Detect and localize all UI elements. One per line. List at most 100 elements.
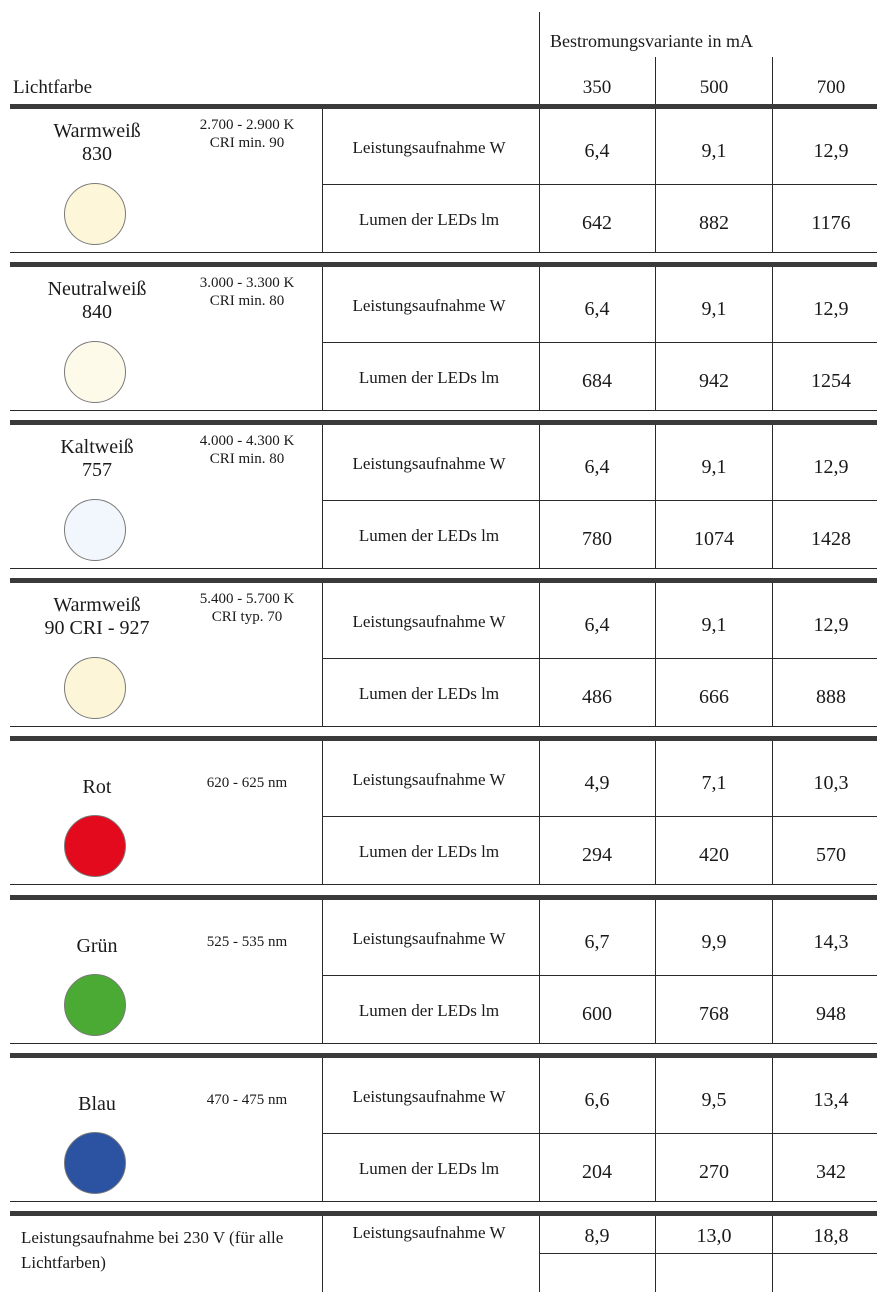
group-6-col-divider-1 [539,1058,540,1201]
group-4-bottom-rule [10,884,877,885]
group-6-col-divider-0 [322,1058,323,1201]
group-5-col-divider-3 [772,900,773,1043]
group-6-bottom-rule [10,1201,877,1202]
group-5-col-divider-0 [322,900,323,1043]
group-0-color-name: Warmweiß [53,120,141,142]
group-0-col-divider-0 [322,109,323,252]
group-6-power-value-0: 6,6 [584,1089,610,1111]
group-3-power-label: Leistungsaufnahme W [352,612,506,631]
group-2-power-value-2: 12,9 [813,456,849,478]
group-3-color-swatch [64,657,126,719]
group-0-top-rule [10,104,877,109]
group-6-power-label: Leistungsaufnahme W [352,1087,506,1106]
group-0-bottom-rule [10,252,877,253]
group-0-col-divider-2 [655,109,656,252]
group-2-col-divider-1 [539,425,540,568]
group-2-power-label: Leistungsaufnahme W [352,454,506,473]
group-2-color-name: Kaltweiß [60,436,134,458]
group-5-col-divider-1 [539,900,540,1043]
group-2-lumen-value-0: 780 [582,528,612,550]
group-0-lumen-label: Lumen der LEDs lm [358,210,500,229]
group-3-power-value-1: 9,1 [701,614,727,636]
group-3-col-divider-3 [772,583,773,726]
group-5-spec-primary: 525 - 535 nm [206,934,288,950]
group-6-spec-primary: 470 - 475 nm [206,1092,288,1108]
group-1-bottom-rule [10,410,877,411]
group-4-power-value-2: 10,3 [813,772,849,794]
group-0-mid-rule [322,184,877,185]
group-1-col-divider-0 [322,267,323,410]
group-1-lumen-value-0: 684 [582,370,612,392]
group-6-lumen-value-2: 342 [816,1161,846,1183]
footer-col-divider-0 [322,1216,323,1292]
group-0-color-swatch [64,183,126,245]
group-2-col-divider-3 [772,425,773,568]
group-1-spec-primary: 3.000 - 3.300 K [199,275,295,291]
group-2-power-value-0: 6,4 [584,456,610,478]
header-col-divider-2 [772,57,773,107]
group-0-power-value-0: 6,4 [584,140,610,162]
group-4-lumen-value-0: 294 [582,844,612,866]
group-1-power-value-0: 6,4 [584,298,610,320]
footer-value-2: 18,8 [813,1225,849,1247]
group-3-power-value-2: 12,9 [813,614,849,636]
group-3-mid-rule [322,658,877,659]
group-5-lumen-value-0: 600 [582,1003,612,1025]
group-5-color-name: Grün [76,935,118,957]
group-0-lumen-value-2: 1176 [811,212,851,234]
group-4-spec-primary: 620 - 625 nm [206,775,288,791]
group-6-lumen-value-0: 204 [582,1161,612,1183]
footer-value-rule [539,1253,877,1254]
group-6-col-divider-2 [655,1058,656,1201]
group-1-lumen-value-2: 1254 [811,370,851,392]
group-4-color-swatch [64,815,126,877]
group-6-power-value-2: 13,4 [813,1089,849,1111]
group-0-lumen-value-1: 882 [699,212,729,234]
group-2-top-rule [10,420,877,425]
group-0-lumen-value-0: 642 [582,212,612,234]
group-4-power-value-0: 4,9 [584,772,610,794]
group-3-col-divider-2 [655,583,656,726]
group-1-mid-rule [322,342,877,343]
group-0-power-label: Leistungsaufnahme W [352,138,506,157]
group-4-col-divider-3 [772,741,773,884]
group-5-lumen-value-2: 948 [816,1003,846,1025]
group-6-lumen-value-1: 270 [699,1161,729,1183]
group-1-color-code: 840 [82,301,112,323]
footer-col-divider-1 [539,1216,540,1292]
header-col-divider-1 [655,57,656,107]
group-0-spec-primary: 2.700 - 2.900 K [199,117,295,133]
group-1-lumen-label: Lumen der LEDs lm [358,368,500,387]
group-5-col-divider-2 [655,900,656,1043]
group-2-color-code: 757 [82,459,112,481]
group-0-spec-secondary: CRI min. 90 [209,135,285,151]
header-vertical-divider [539,12,540,107]
group-2-col-divider-0 [322,425,323,568]
group-2-lumen-value-1: 1074 [694,528,734,550]
group-1-power-label: Leistungsaufnahme W [352,296,506,315]
group-4-power-label: Leistungsaufnahme W [352,770,506,789]
group-1-col-divider-1 [539,267,540,410]
group-5-top-rule [10,895,877,900]
group-4-col-divider-0 [322,741,323,884]
group-3-color-name: Warmweiß [53,594,141,616]
column-header-350: 350 [582,77,612,98]
footer-col-divider-3 [772,1216,773,1292]
group-0-color-code: 830 [82,143,112,165]
group-5-power-label: Leistungsaufnahme W [352,929,506,948]
group-1-spec-secondary: CRI min. 80 [209,293,285,309]
group-1-power-value-2: 12,9 [813,298,849,320]
group-4-top-rule [10,736,877,741]
group-0-power-value-1: 9,1 [701,140,727,162]
group-3-lumen-value-0: 486 [582,686,612,708]
group-6-power-value-1: 9,5 [701,1089,727,1111]
group-2-power-value-1: 9,1 [701,456,727,478]
group-3-color-code: 90 CRI - 927 [44,617,150,639]
group-4-col-divider-2 [655,741,656,884]
light-color-heading: Lichtfarbe [13,77,93,98]
group-6-color-name: Blau [78,1093,116,1115]
group-2-lumen-value-2: 1428 [811,528,851,550]
footer-label: Leistungsaufnahme bei 230 V (für alle Li… [21,1228,284,1272]
group-2-color-swatch [64,499,126,561]
